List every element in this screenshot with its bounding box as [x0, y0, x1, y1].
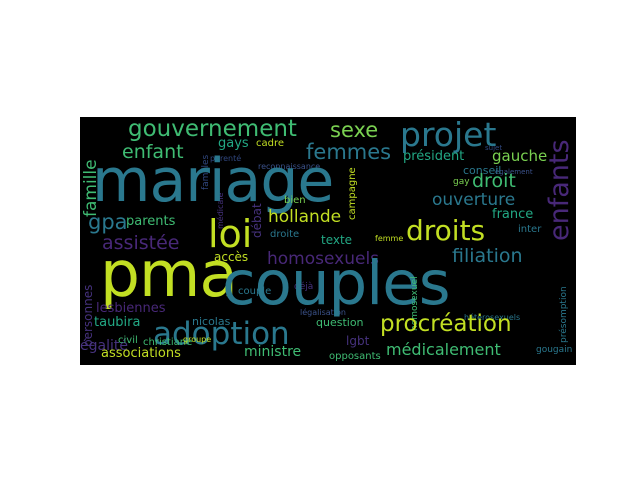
word-droit: droit [472, 170, 516, 192]
word-procreation: procréation [380, 311, 512, 337]
word-parente: parenté [210, 154, 242, 163]
word-lesbiennes: lesbiennes [96, 301, 166, 316]
word-enfant: enfant [122, 141, 184, 163]
word-couples: couples [222, 248, 450, 319]
word-adoption: adoption [153, 316, 290, 352]
word-droits: droits [406, 214, 486, 247]
word-campagne: campagne [347, 167, 358, 220]
word-gouvernement: gouvernement [128, 117, 297, 142]
word-assistee: assistée [102, 232, 180, 254]
word-civil: civil [118, 335, 138, 346]
word-medicalement: médicalement [386, 340, 501, 359]
word-bien: bien [284, 195, 306, 206]
word-projet: projet [400, 117, 497, 154]
word-reconnaissance: reconnaissance [258, 162, 321, 171]
word-legalisation: légalisation [300, 308, 346, 317]
word-enfants: enfants [544, 139, 575, 241]
word-ministre: ministre [244, 344, 302, 360]
word-famille: famille [81, 159, 101, 217]
word-pma: pma [100, 238, 238, 311]
word-nicolas: nicolas [192, 315, 231, 328]
word-parents: parents [126, 214, 176, 229]
word-egalite: égalité [80, 338, 128, 354]
word-heterosexuels: hétérosexuels [464, 313, 521, 322]
word-egalement: également [495, 168, 533, 176]
word-groupe: groupe [183, 335, 212, 344]
word-inter: inter [518, 224, 542, 235]
word-mariage: mariage [92, 146, 334, 216]
word-opposants: opposants [329, 351, 381, 362]
word-associations: associations [101, 346, 181, 361]
word-couple: couple [238, 286, 272, 297]
word-gays: gays [218, 136, 249, 151]
word-acces: accès [214, 250, 249, 264]
word-france: france [492, 207, 534, 222]
word-loi: loi [208, 212, 253, 256]
word-christiane: christiane [143, 337, 193, 348]
word-filiation: filiation [452, 245, 523, 267]
word-president: président [403, 149, 465, 164]
word-texte: texte [321, 233, 353, 247]
word-droite: droite [270, 229, 300, 240]
word-gay: gay [453, 177, 470, 187]
word-homosexuels: homosexuels [267, 249, 380, 269]
word-cloud: débat reconnaissance parenté médicale fa… [80, 117, 576, 365]
word-gauche: gauche [492, 147, 548, 165]
word-question: question [316, 316, 364, 329]
word-ouverture: ouverture [432, 190, 516, 210]
word-femmes: femmes [306, 140, 392, 164]
word-sujet: sujet [485, 144, 503, 152]
word-gpa: gpa [88, 210, 128, 234]
word-femme: femme [375, 234, 404, 243]
word-presomption: présomption [559, 286, 569, 343]
word-hollande: hollande [268, 207, 342, 227]
word-conseil: conseil [463, 164, 502, 177]
word-deja: déjà [294, 282, 314, 292]
word-lgbt: lgbt [346, 334, 370, 348]
word-gougain: gougain [536, 345, 573, 355]
word-taubira: taubira [94, 315, 141, 330]
word-sexe: sexe [330, 118, 379, 142]
word-cadre: cadre [256, 138, 285, 149]
